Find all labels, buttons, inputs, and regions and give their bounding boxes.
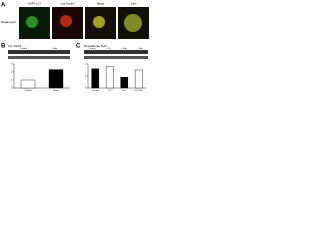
column-label: LysoTracker (60, 2, 74, 6)
x-tick-label: Rapa (53, 90, 59, 92)
row-label: Rapamycin (1, 20, 16, 24)
x-tick-label: Noc (122, 90, 127, 92)
y-tick-label: 2 (11, 71, 13, 74)
y-tick-label: 0 (11, 87, 13, 90)
lane-label: + Rap (121, 48, 128, 50)
column-label: EGFP-LC3 (28, 2, 41, 6)
treatment: CQ 10μM (8, 44, 21, 48)
y-tick-label: 2 (85, 63, 87, 66)
lane-label: + Rap (52, 48, 59, 50)
bar (48, 69, 64, 89)
blot-band (8, 50, 70, 54)
column-label: Inset (131, 2, 137, 6)
lane-label: Control (88, 47, 96, 50)
bar (134, 69, 143, 89)
cell (124, 14, 142, 32)
bar (20, 79, 36, 89)
blot-band (84, 56, 148, 59)
treatment: Nocodazole 5μM (84, 44, 107, 48)
cell (26, 16, 38, 28)
column-label: Merge (97, 2, 105, 6)
panel-label: C (76, 44, 81, 50)
y-tick-label: 1 (11, 79, 13, 82)
panel-label: B (1, 44, 6, 50)
bar (105, 66, 114, 89)
y-tick-label: 0 (85, 87, 87, 90)
panel-label: A (1, 3, 6, 9)
x-tick-label: Control (24, 89, 32, 92)
bar (120, 76, 129, 89)
blot-band (8, 56, 70, 59)
bar (91, 68, 100, 89)
lane-label: Control (20, 47, 28, 50)
cell (93, 16, 105, 28)
lane-label: + CQ (105, 48, 110, 50)
y-tick-label: 3 (11, 63, 13, 66)
x-tick-label: CQ+Noc (135, 90, 144, 92)
figure: A Rapamycin B CQ 10μM C Nocodazole 5μM E… (1, 2, 149, 92)
blot-band (84, 50, 148, 54)
lane-label: + Noc (137, 48, 144, 50)
x-tick-label: CQ (108, 90, 112, 92)
x-tick-label: Control (92, 89, 100, 92)
y-tick-label: 1 (85, 75, 87, 78)
cell (60, 15, 72, 27)
micrographs (19, 7, 149, 39)
